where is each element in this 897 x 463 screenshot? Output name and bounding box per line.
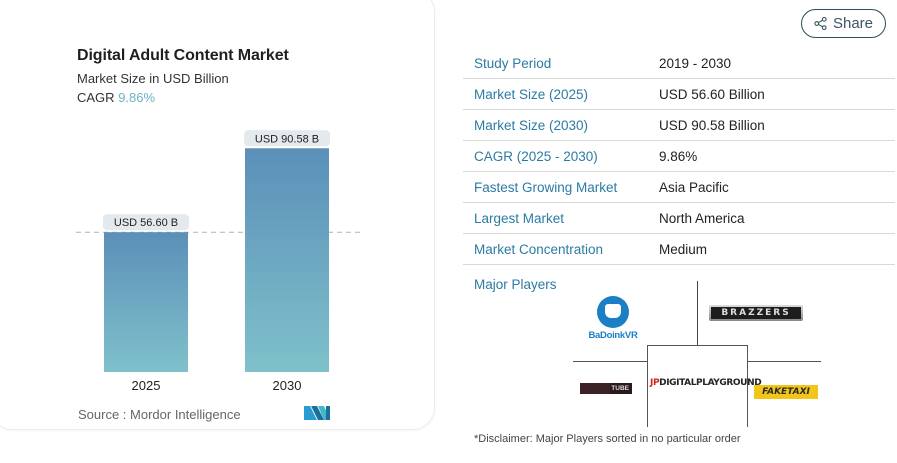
share-button[interactable]: Share <box>801 9 886 38</box>
table-row: Largest Market North America <box>463 203 895 234</box>
share-icon <box>814 17 827 30</box>
chart-card <box>0 0 435 430</box>
row-value: USD 56.60 Billion <box>659 86 765 102</box>
row-label: Market Size (2030) <box>474 117 589 133</box>
x-tick-label: 2025 <box>132 378 161 393</box>
bar-2025 <box>104 232 188 372</box>
table-row: Fastest Growing Market Asia Pacific <box>463 172 895 203</box>
data-label-bg <box>244 130 330 147</box>
badoinkvr-logo: BaDoinkVR <box>583 296 643 350</box>
table-row: Study Period 2019 - 2030 <box>463 48 895 79</box>
market-summary-table: Study Period 2019 - 2030 Market Size (202… <box>463 48 895 265</box>
x-tick-label: 2030 <box>273 378 302 393</box>
row-value: Medium <box>659 241 708 257</box>
share-label: Share <box>832 15 874 32</box>
badoink-text: BaDoinkVR <box>588 330 638 341</box>
mordor-intelligence-logo <box>304 406 330 420</box>
bar-2030 <box>245 148 329 372</box>
row-value: North America <box>659 210 745 226</box>
brazzers-text: BRAZZERS <box>711 307 801 319</box>
players-divider <box>747 361 821 362</box>
table-row: CAGR (2025 - 2030) 9.86% <box>463 141 895 172</box>
row-value: Asia Pacific <box>659 179 729 195</box>
bar-chart: USD 56.60 B 2025 USD 90.58 B 2030 <box>76 130 360 393</box>
data-label: USD 56.60 B <box>114 217 178 229</box>
players-divider <box>573 361 647 362</box>
tube-logo: TUBE <box>580 383 632 394</box>
row-label: CAGR (2025 - 2030) <box>474 148 598 164</box>
row-value: 9.86% <box>659 148 698 164</box>
players-center-box <box>647 345 748 427</box>
dp-mark: JP <box>650 378 660 388</box>
digital-playground-logo: JPDIGITALPLAYGROUND <box>650 378 762 388</box>
major-players-label: Major Players <box>474 277 557 292</box>
fake-taxi-logo: FAKETAXI <box>754 385 818 399</box>
brazzers-logo: BRAZZERS <box>709 305 803 321</box>
chart-title: Digital Adult Content Market <box>77 47 289 64</box>
row-label: Fastest Growing Market <box>474 179 618 195</box>
row-label: Largest Market <box>474 210 565 226</box>
data-label: USD 90.58 B <box>255 133 319 145</box>
row-value: 2019 - 2030 <box>659 55 732 71</box>
table-row: Market Size (2030) USD 90.58 Billion <box>463 110 895 141</box>
dp-text: DIGITALPLAYGROUND <box>659 378 762 388</box>
cagr-line: CAGR 9.86% <box>77 90 155 105</box>
source-text: Source : Mordor Intelligence <box>78 407 241 422</box>
row-label: Market Concentration <box>474 241 604 257</box>
players-divider <box>697 281 698 345</box>
cagr-value: 9.86% <box>118 90 156 105</box>
badoink-mask-icon <box>597 296 629 328</box>
chart-subtitle: Market Size in USD Billion <box>77 71 229 86</box>
data-label-bg <box>103 214 189 231</box>
table-row: Market Concentration Medium <box>463 234 895 265</box>
cagr-label: CAGR <box>77 90 115 105</box>
disclaimer: *Disclaimer: Major Players sorted in no … <box>474 433 741 445</box>
table-row: Market Size (2025) USD 56.60 Billion <box>463 79 895 110</box>
row-label: Market Size (2025) <box>474 86 589 102</box>
row-value: USD 90.58 Billion <box>659 117 765 133</box>
row-label: Study Period <box>474 55 552 71</box>
